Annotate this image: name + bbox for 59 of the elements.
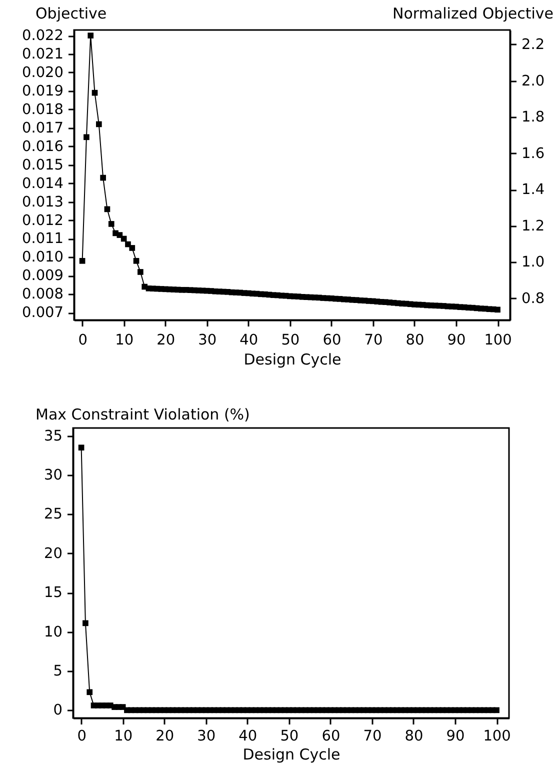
- y-tick-label: 0.011: [22, 231, 64, 248]
- y-tick-label: 0.009: [22, 268, 64, 284]
- y2-tick-label: 1.8: [522, 110, 545, 126]
- x-tick-label: 90: [446, 728, 465, 744]
- x-tick-label: 60: [322, 728, 340, 744]
- y2-tick-label: 0.8: [522, 290, 545, 307]
- y-tick-label: 25: [44, 506, 62, 523]
- x-tick-label: 10: [115, 332, 134, 348]
- y-tick-label: 0.021: [22, 46, 64, 63]
- x-tick-label: 100: [484, 332, 512, 348]
- y-axis-title: Objective: [36, 4, 107, 22]
- x-tick-label: 40: [238, 728, 258, 744]
- x-tick-label: 100: [483, 728, 511, 744]
- x-tick-label: 40: [240, 332, 258, 348]
- x-tick-label: 70: [364, 332, 383, 348]
- y-tick-label: 0.020: [22, 64, 64, 81]
- x-axis-title: Design Cycle: [242, 746, 340, 764]
- y-tick-label: 35: [44, 428, 62, 444]
- y2-tick-label: 1.4: [522, 182, 545, 198]
- y2-axis-title: Normalized Objective: [392, 4, 554, 22]
- y-tick-label: 0.012: [22, 212, 64, 229]
- x-tick-label: 0: [78, 332, 88, 348]
- x-tick-label: 50: [280, 728, 299, 744]
- y-tick-label: 20: [44, 546, 62, 562]
- y-tick-label: 5: [53, 663, 62, 680]
- y-tick-label: 0.018: [22, 102, 64, 118]
- x-tick-label: 10: [114, 728, 133, 744]
- y-tick-label: 10: [44, 624, 62, 640]
- y-tick-label: 30: [44, 468, 62, 484]
- x-tick-label: 90: [447, 332, 466, 348]
- x-tick-label: 20: [156, 728, 174, 744]
- y-tick-label: 0.014: [22, 176, 64, 192]
- y2-tick-label: 1.0: [522, 254, 545, 270]
- y-tick-label: 0.016: [22, 138, 64, 155]
- y-tick-label: 0.015: [22, 157, 64, 174]
- y-axis-title: Max Constraint Violation (%): [36, 406, 250, 424]
- y2-tick-label: 2.2: [522, 37, 545, 53]
- x-tick-label: 0: [77, 728, 86, 744]
- y-tick-label: 0.010: [22, 250, 64, 266]
- y-tick-label: 0.019: [22, 83, 64, 100]
- x-tick-label: 70: [363, 728, 382, 744]
- x-tick-label: 30: [198, 332, 217, 348]
- x-tick-label: 80: [406, 332, 424, 348]
- x-tick-label: 60: [322, 332, 342, 348]
- y2-tick-label: 2.0: [522, 73, 545, 90]
- y-tick-label: 15: [44, 585, 62, 602]
- y2-tick-label: 1.2: [522, 218, 545, 234]
- x-tick-label: 50: [281, 332, 300, 348]
- x-tick-label: 20: [156, 332, 176, 348]
- y2-tick-label: 1.6: [522, 146, 545, 162]
- y-tick-label: 0.017: [22, 120, 64, 136]
- y-tick-label: 0: [53, 702, 62, 719]
- x-tick-label: 30: [197, 728, 216, 744]
- x-axis-title: Design Cycle: [244, 350, 342, 368]
- y-tick-label: 0.007: [22, 305, 64, 322]
- y-tick-label: 0.013: [22, 194, 64, 210]
- y-tick-label: 0.022: [22, 28, 64, 44]
- x-tick-label: 80: [404, 728, 424, 744]
- y-tick-label: 0.008: [22, 286, 64, 303]
